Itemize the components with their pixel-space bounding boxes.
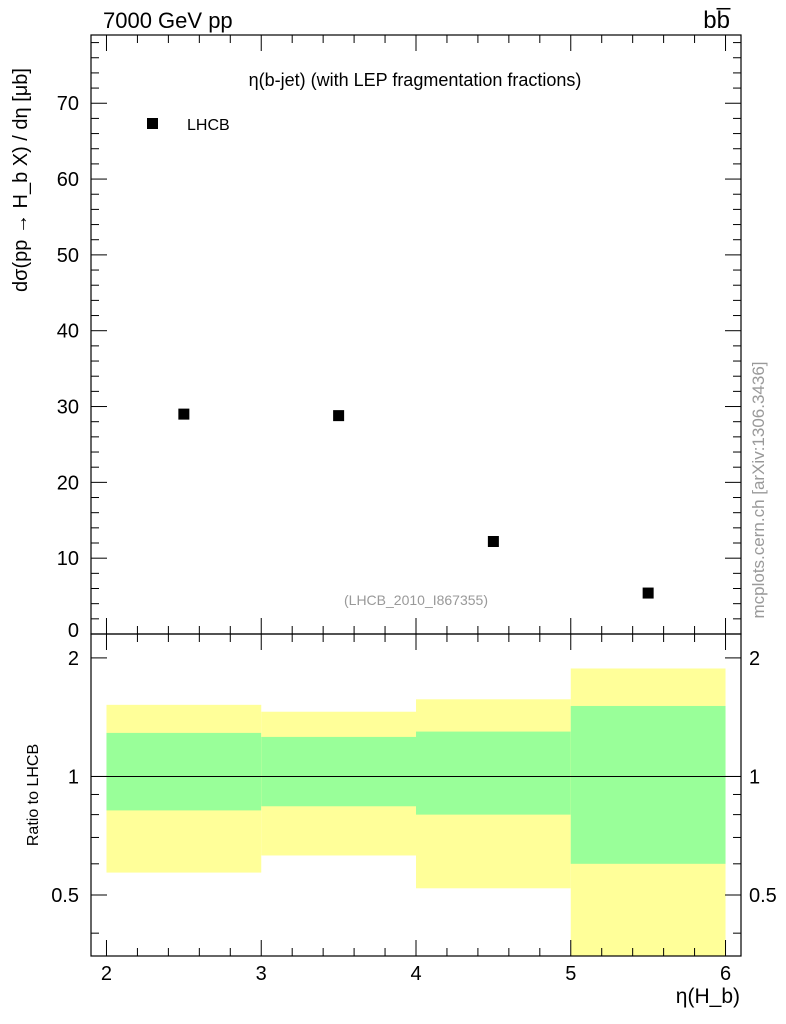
energy-label: 7000 GeV pp: [103, 8, 233, 33]
source-label: mcplots.cern.ch [arXiv:1306.3436]: [749, 361, 768, 618]
data-point-lhcb: [333, 410, 345, 422]
ratio-y-tick-label: 0.5: [51, 885, 79, 907]
data-point-lhcb: [178, 408, 190, 420]
x-tick-label: 2: [101, 963, 112, 985]
ratio-bands: [106, 668, 726, 956]
ratio-inner-band: [106, 732, 262, 811]
ratio-y-tick-label: 1: [68, 766, 79, 788]
main-plot-title: η(b-jet) (with LEP fragmentation fractio…: [249, 70, 582, 90]
x-tick-label: 4: [410, 963, 421, 985]
x-axis-title: η(H_b): [676, 985, 740, 1008]
process-label: bb̅: [703, 7, 730, 34]
legend-marker-lhcb: [147, 118, 158, 129]
ratio-inner-band: [416, 731, 571, 815]
main-y-tick-label: 40: [57, 321, 79, 343]
main-y-tick-label: 60: [57, 169, 79, 191]
x-tick-label: 3: [256, 963, 267, 985]
main-data-points: [178, 408, 654, 599]
main-y-tick-label: 70: [57, 93, 79, 115]
data-point-lhcb: [642, 587, 654, 599]
main-y-tick-label: 30: [57, 397, 79, 419]
ratio-y-tick-label: 2: [749, 648, 760, 670]
main-y-tick-label: 50: [57, 245, 79, 267]
main-y-tick-label: 10: [57, 548, 79, 570]
analysis-id-label: (LHCB_2010_I867355): [344, 592, 488, 608]
ratio-y-tick-label: 2: [68, 648, 79, 670]
main-y-tick-label: 20: [57, 472, 79, 494]
main-y-tick-label: 0: [68, 620, 79, 642]
ratio-y-axis-title: Ratio to LHCB: [25, 744, 42, 846]
ratio-y-tick-label: 0.5: [749, 885, 777, 907]
x-tick-label: 5: [565, 963, 576, 985]
main-y-axis-title: dσ(pp → H_b X) / dη [μb]: [10, 68, 32, 292]
legend-label-lhcb: LHCB: [187, 117, 230, 134]
ratio-y-tick-label: 1: [749, 766, 760, 788]
data-point-lhcb: [487, 535, 499, 547]
main-axes: 0 10 20 30 40 50 60 70: [57, 34, 742, 642]
ratio-inner-band: [570, 705, 726, 864]
x-tick-label: 6: [720, 963, 731, 985]
ratio-inner-band: [261, 736, 416, 807]
